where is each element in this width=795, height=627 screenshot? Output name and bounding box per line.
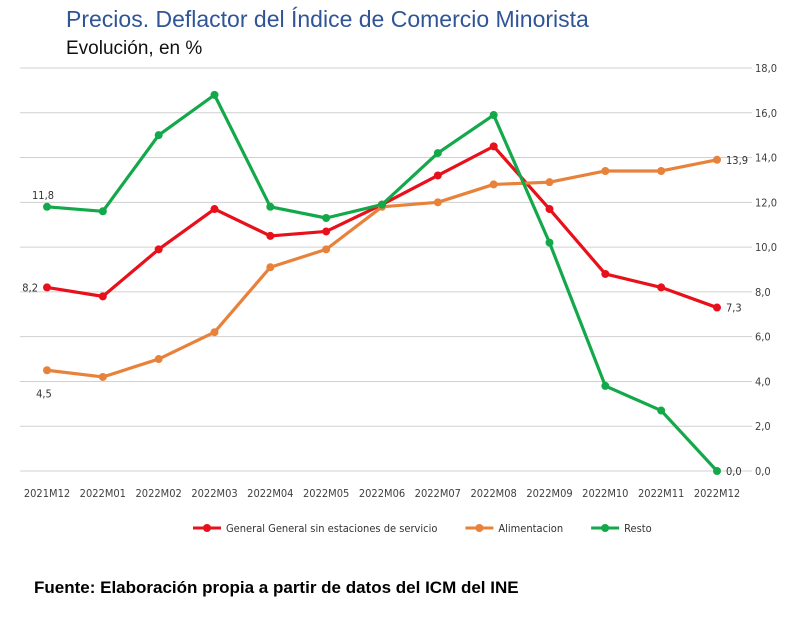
y-tick-label: 10,0 [755, 241, 777, 254]
data-label: 4,5 [36, 387, 52, 400]
legend-swatch-dot [601, 524, 610, 532]
data-point [322, 214, 331, 223]
y-tick-label: 2,0 [755, 420, 771, 433]
data-point [98, 372, 107, 381]
data-point [154, 245, 163, 254]
data-point [601, 166, 610, 175]
data-label: 0,0 [726, 465, 742, 478]
data-point [43, 283, 51, 292]
x-tick-label: 2022M06 [359, 487, 405, 500]
series-line [46, 158, 718, 379]
chart-subtitle: Evolución, en % [66, 38, 203, 59]
data-point [266, 231, 275, 240]
data-point [210, 205, 219, 214]
y-tick-label: 8,0 [755, 286, 771, 299]
source-note: Fuente: Elaboración propia a partir de d… [34, 578, 519, 597]
data-labels: 8,2 7,3 4,5 13,9 11,8 0,0 [22, 154, 748, 478]
data-point [545, 205, 554, 214]
y-tick-label: 4,0 [755, 375, 771, 388]
x-tick-label: 2022M08 [471, 487, 517, 500]
x-tick-label: 2022M01 [80, 487, 126, 500]
x-tick-label: 2021M12 [24, 487, 70, 500]
data-point [154, 131, 163, 140]
data-point [210, 328, 219, 337]
series-lines [46, 93, 719, 473]
data-point [489, 111, 498, 120]
x-tick-label: 2022M05 [303, 487, 349, 500]
x-tick-label: 2022M11 [638, 487, 684, 500]
legend-label: Alimentacion [498, 522, 563, 535]
x-axis-ticks: 2021M12 2022M01 2022M02 2022M03 2022M04 2022M… [24, 487, 740, 500]
data-label: 7,3 [726, 302, 742, 315]
data-point [713, 467, 721, 475]
data-label: 13,9 [726, 154, 748, 167]
legend-label: General General sin estaciones de servic… [226, 522, 437, 535]
data-point [489, 142, 498, 151]
grid-lines [20, 67, 752, 472]
y-tick-label: 6,0 [755, 331, 771, 344]
data-point [43, 202, 51, 211]
data-point [657, 406, 666, 415]
data-point [713, 155, 721, 164]
data-point [154, 355, 163, 364]
data-point [545, 238, 554, 247]
data-point [657, 283, 666, 292]
x-tick-label: 2022M07 [415, 487, 461, 500]
x-tick-label: 2022M04 [247, 487, 293, 500]
legend-label: Resto [624, 522, 652, 535]
data-point [433, 198, 442, 207]
data-point [98, 292, 107, 301]
data-label: 11,8 [32, 189, 54, 202]
data-point [266, 263, 275, 272]
data-point [489, 180, 498, 189]
data-point [433, 171, 442, 180]
y-tick-label: 14,0 [755, 152, 777, 165]
y-tick-label: 16,0 [755, 107, 777, 120]
legend: General General sin estaciones de servic… [193, 522, 652, 535]
x-tick-label: 2022M03 [191, 487, 237, 500]
data-point [601, 381, 610, 390]
y-axis-ticks: 0,0 2,0 4,0 6,0 8,0 10,0 12,0 14,0 16,0 18,0 [755, 62, 777, 478]
data-point [378, 200, 386, 209]
x-tick-label: 2022M02 [136, 487, 182, 500]
data-label: 8,2 [22, 281, 38, 294]
data-point [433, 149, 442, 158]
legend-swatch-dot [475, 524, 484, 532]
legend-swatch-dot [203, 524, 211, 532]
y-tick-label: 18,0 [755, 62, 777, 75]
data-point [657, 166, 666, 175]
data-point [713, 303, 721, 312]
y-tick-label: 0,0 [755, 465, 771, 478]
data-point [210, 90, 219, 99]
chart-title: Precios. Deflactor del Índice de Comerci… [66, 6, 589, 32]
x-tick-label: 2022M12 [694, 487, 740, 500]
data-point [98, 207, 107, 216]
data-point [266, 202, 275, 211]
y-tick-label: 12,0 [755, 196, 777, 209]
series-line [46, 93, 719, 473]
data-point [43, 366, 51, 375]
x-tick-label: 2022M09 [526, 487, 572, 500]
data-point [545, 178, 554, 187]
x-tick-label: 2022M10 [582, 487, 628, 500]
data-point [322, 245, 331, 254]
data-point [322, 227, 331, 236]
series-points [43, 90, 721, 475]
data-point [601, 269, 610, 278]
